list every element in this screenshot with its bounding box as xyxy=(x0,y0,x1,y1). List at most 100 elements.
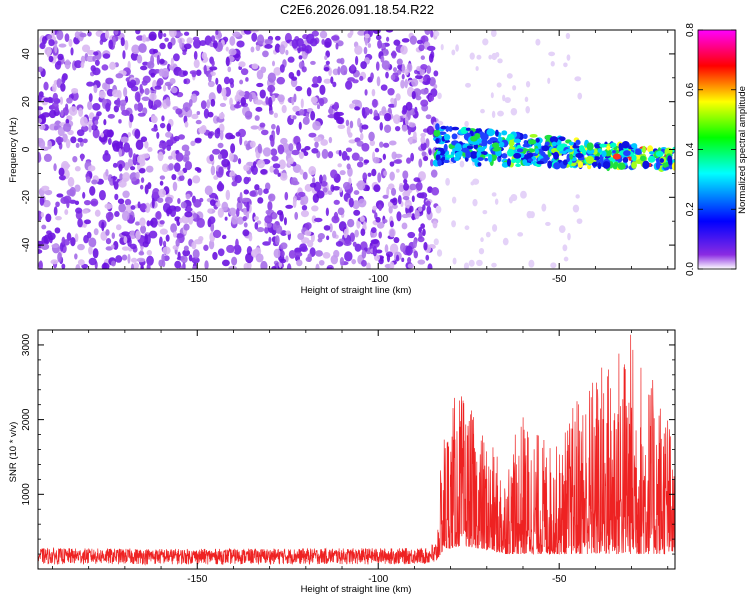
spectrogram-noise-blob xyxy=(68,38,73,47)
spectrogram-signal-blob xyxy=(450,156,455,163)
spectrogram-noise-blob xyxy=(297,232,305,240)
spectrogram-signal-blob xyxy=(553,151,560,160)
spectrogram-noise-blob xyxy=(347,218,355,228)
spectrogram-noise-blob xyxy=(70,136,77,144)
spectrogram-noise-blob xyxy=(209,66,218,71)
spectrogram-noise-blob xyxy=(140,177,145,183)
spectrogram-noise-blob xyxy=(182,51,187,56)
spectrogram-noise-blob xyxy=(265,182,271,191)
spectrogram-noise-blob xyxy=(397,64,402,70)
spectrogram-faint-blob xyxy=(567,232,571,241)
x-tick-label: -100 xyxy=(368,574,388,585)
spectrogram-noise-blob xyxy=(60,109,64,117)
spectrogram-noise-blob xyxy=(159,42,166,50)
spectrogram-noise-blob xyxy=(407,263,414,269)
spectrogram-noise-blob xyxy=(127,253,131,264)
spectrogram-noise-blob xyxy=(268,110,274,115)
spectrogram-noise-blob xyxy=(229,97,233,107)
spectrogram-noise-blob xyxy=(301,204,308,211)
spectrogram-signal-blob xyxy=(572,145,580,149)
spectrogram-noise-blob xyxy=(351,259,357,265)
spectrogram-noise-blob xyxy=(166,144,172,151)
spectrogram-noise-blob xyxy=(277,94,285,103)
spectrogram-signal-blob xyxy=(553,162,561,170)
spectrogram-faint-blob xyxy=(433,238,439,246)
spectrogram-signal-blob xyxy=(444,133,448,141)
y-tick-label: 20 xyxy=(21,96,32,108)
spectrogram-noise-blob xyxy=(207,111,214,118)
spectrogram-faint-blob xyxy=(496,82,502,88)
spectrogram-noise-blob xyxy=(178,217,184,224)
spectrogram-signal-blob xyxy=(435,138,440,144)
snr-y-label: SNR (10 * v/v) xyxy=(8,422,19,483)
spectrogram-noise-blob xyxy=(263,188,269,194)
spectrogram-noise-blob xyxy=(129,243,137,250)
spectrogram-noise-blob xyxy=(382,194,389,199)
spectrogram-noise-blob xyxy=(415,181,423,191)
spectrogram-noise-blob xyxy=(418,44,425,52)
spectrogram-signal-blob xyxy=(621,141,630,149)
spectrogram-noise-blob xyxy=(409,183,417,191)
spectrogram-noise-blob xyxy=(210,165,216,176)
spectrogram-noise-blob xyxy=(424,30,431,36)
spectrogram-noise-blob xyxy=(214,128,221,139)
spectrogram-signal-blob xyxy=(549,136,559,144)
spectrogram-noise-blob xyxy=(276,125,281,136)
spectrogram-noise-blob xyxy=(273,168,280,175)
spectrogram-noise-blob xyxy=(305,256,312,262)
spectrogram-noise-blob xyxy=(276,76,286,85)
spectrogram-noise-blob xyxy=(74,233,79,243)
spectrogram-noise-blob xyxy=(350,30,354,36)
spectrogram-faint-blob xyxy=(495,52,500,58)
spectrogram-faint-blob xyxy=(528,259,535,268)
spectrogram-noise-blob xyxy=(180,201,187,209)
spectrogram-noise-blob xyxy=(102,82,108,90)
spectrogram-noise-blob xyxy=(86,55,95,63)
spectrogram-noise-blob xyxy=(151,127,159,132)
spectrogram-noise-blob xyxy=(370,72,374,80)
spectrogram-noise-blob xyxy=(377,172,382,183)
spectrogram-signal-blob xyxy=(602,161,611,169)
spectrogram-noise-blob xyxy=(401,124,408,132)
spectrogram-noise-blob xyxy=(159,175,166,180)
spectrogram-noise-blob xyxy=(319,30,328,39)
spectrogram-noise-blob xyxy=(382,142,390,148)
spectrogram-signal-blob xyxy=(526,152,534,158)
spectrogram-noise-blob xyxy=(288,143,294,152)
spectrogram-noise-blob xyxy=(150,115,158,124)
spectrogram-noise-blob xyxy=(260,169,268,175)
spectrogram-noise-blob xyxy=(64,33,70,43)
spectrogram-noise-blob xyxy=(200,100,207,110)
spectrogram-noise-blob xyxy=(324,37,332,48)
spectrogram-noise-blob xyxy=(317,233,325,240)
spectrogram-noise-blob xyxy=(407,127,412,136)
spectrogram-noise-blob xyxy=(44,46,52,56)
spectrogram-faint-blob xyxy=(502,237,509,246)
spectrogram-noise-blob xyxy=(308,132,317,138)
spectrogram-signal-blob xyxy=(662,162,668,168)
spectrogram-noise-blob xyxy=(322,252,331,259)
spectrogram-noise-blob xyxy=(154,85,162,90)
x-tick-label: -150 xyxy=(187,274,207,285)
spectrogram-noise-blob xyxy=(207,131,213,139)
spectrogram-noise-blob xyxy=(92,103,101,111)
spectrogram-noise-blob xyxy=(165,131,173,138)
spectrogram-noise-blob xyxy=(421,151,427,157)
spectrogram-noise-blob xyxy=(323,225,331,231)
spectrogram-faint-blob xyxy=(491,192,497,197)
spectrogram-noise-blob xyxy=(402,170,409,180)
spectrogram-noise-blob xyxy=(193,38,201,49)
spectrogram-noise-blob xyxy=(141,80,148,86)
spectrogram-noise-blob xyxy=(223,76,230,85)
spectrogram-signal-blob xyxy=(433,129,441,137)
spectrogram-noise-blob xyxy=(123,236,128,244)
spectrogram-noise-blob xyxy=(57,251,62,263)
spectrogram-faint-blob xyxy=(512,85,517,91)
spectrogram-noise-blob xyxy=(150,217,158,228)
spectrogram-noise-blob xyxy=(145,165,154,173)
spectrogram-noise-blob xyxy=(270,137,275,148)
spectrogram-noise-blob xyxy=(186,205,192,213)
spectrogram-noise-blob xyxy=(203,244,209,251)
spectrogram-signal-blob xyxy=(612,150,616,154)
spectrogram-noise-blob xyxy=(291,76,298,81)
